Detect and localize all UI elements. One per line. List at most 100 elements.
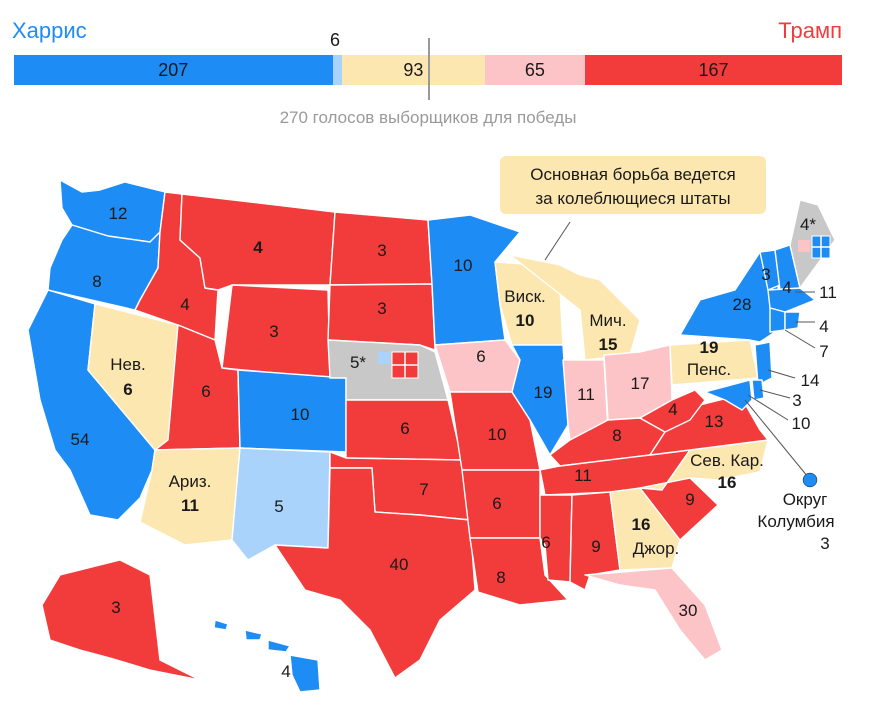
state-CT — [769, 307, 786, 333]
label-LA: 8 — [496, 568, 505, 587]
label-ND: 3 — [377, 241, 386, 260]
label-KY: 8 — [612, 426, 621, 445]
trump-label: Трамп — [778, 18, 842, 43]
label-WY: 3 — [269, 322, 278, 341]
label-NC: 16 — [718, 473, 737, 492]
label-SD: 3 — [377, 299, 386, 318]
label-NH: 4 — [782, 278, 791, 297]
label-NC-name: Сев. Кар. — [690, 451, 764, 470]
state-HI-1 — [213, 619, 229, 631]
label-NV: 6 — [123, 380, 132, 399]
label-OH: 17 — [631, 374, 650, 393]
label-AR: 6 — [492, 494, 501, 513]
callout-line-1: Основная борьба ведется — [530, 165, 735, 184]
label-ME: 4* — [800, 215, 816, 234]
label-AL: 9 — [591, 537, 600, 556]
label-MT: 4 — [253, 238, 263, 257]
label-NJ: 14 — [801, 371, 820, 390]
label-MA: 11 — [819, 283, 837, 302]
label-TX: 40 — [390, 555, 409, 574]
label-MO: 10 — [488, 425, 507, 444]
label-DC-line1: Округ — [783, 490, 828, 509]
electoral-header: Харрис Трамп 6 207 93 65 167 270 голосов… — [0, 0, 892, 140]
label-VT: 3 — [761, 265, 770, 284]
state-AK — [41, 559, 201, 681]
bar-solid-trump: 167 — [584, 55, 842, 85]
label-NV-name: Нев. — [110, 355, 146, 374]
state-NJ — [754, 341, 773, 386]
leader-lines — [544, 221, 816, 478]
label-MS: 6 — [541, 533, 550, 552]
label-VA: 13 — [705, 412, 724, 431]
callout-line-2: за колеблющиеся штаты — [535, 189, 730, 208]
label-OR: 8 — [92, 272, 101, 291]
label-ID: 4 — [180, 295, 189, 314]
label-WI: 10 — [516, 311, 535, 330]
label-AK: 3 — [111, 598, 120, 617]
label-NM: 5 — [274, 497, 283, 516]
label-KS: 6 — [400, 419, 409, 438]
label-IN: 11 — [577, 385, 595, 404]
label-GA: 16 — [632, 515, 651, 534]
label-DC-line2: Колумбия — [757, 512, 834, 531]
us-electoral-map: Основная борьба ведется за колеблющиеся … — [27, 156, 837, 693]
label-DC: 3 — [820, 534, 829, 553]
state-DE — [751, 379, 765, 401]
state-GA — [609, 487, 681, 571]
state-IL — [511, 344, 569, 456]
label-PA-name: Пенс. — [687, 360, 731, 379]
state-SD — [327, 283, 436, 351]
label-MD: 10 — [792, 414, 811, 433]
label-RI: 4 — [819, 317, 828, 336]
label-GA-name: Джор. — [633, 539, 680, 558]
harris-label: Харрис — [12, 18, 87, 43]
goal-caption: 270 голосов выборщиков для победы — [279, 108, 577, 127]
label-FL: 30 — [679, 601, 698, 620]
electoral-votes-bar: 207 93 65 167 — [14, 55, 842, 85]
state-NE — [327, 339, 449, 401]
state-MD — [704, 379, 753, 411]
threshold-270-line — [428, 38, 430, 100]
state-WV — [639, 389, 706, 433]
label-IL: 19 — [534, 383, 553, 402]
state-HI-2 — [244, 629, 263, 641]
state-MO — [449, 391, 541, 471]
label-CA: 54 — [71, 430, 90, 449]
state-FL — [584, 567, 723, 661]
label-DE: 3 — [792, 391, 801, 410]
state-HI-3 — [267, 639, 291, 653]
label-WI-name: Виск. — [504, 287, 546, 306]
dc-dot — [802, 472, 818, 488]
label-PA: 19 — [700, 338, 719, 357]
label-NY: 28 — [733, 295, 752, 314]
label-TN: 11 — [574, 466, 592, 485]
nebraska-split-icon — [378, 351, 419, 379]
bar-tossup: 93 — [341, 55, 485, 85]
bar-solid-harris: 207 — [14, 55, 333, 85]
label-CO: 10 — [291, 405, 310, 424]
label-IA: 6 — [476, 347, 485, 366]
label-WV: 4 — [668, 400, 677, 419]
state-HI-4 — [289, 654, 321, 693]
state-MI — [509, 254, 641, 361]
bar-lean-trump: 65 — [484, 55, 585, 85]
label-SC: 9 — [685, 490, 694, 509]
label-OK: 7 — [419, 480, 428, 499]
label-AZ-name: Ариз. — [169, 472, 212, 491]
state-TX — [274, 467, 476, 679]
label-UT: 6 — [201, 382, 210, 401]
maine-split-icon — [798, 235, 831, 259]
state-RI — [784, 311, 801, 331]
label-NE: 5* — [350, 353, 366, 372]
bar-lean-harris — [332, 55, 342, 85]
label-MI-name: Мич. — [589, 311, 626, 330]
lean-harris-count: 6 — [330, 30, 341, 50]
label-MN: 10 — [454, 256, 473, 275]
label-CT: 7 — [819, 342, 828, 361]
state-MA — [767, 287, 816, 313]
label-WA: 12 — [109, 204, 128, 223]
label-HI: 4 — [281, 662, 290, 681]
label-MI: 15 — [599, 335, 618, 354]
label-AZ: 11 — [181, 496, 199, 515]
swing-states-callout: Основная борьба ведется за колеблющиеся … — [500, 156, 766, 214]
